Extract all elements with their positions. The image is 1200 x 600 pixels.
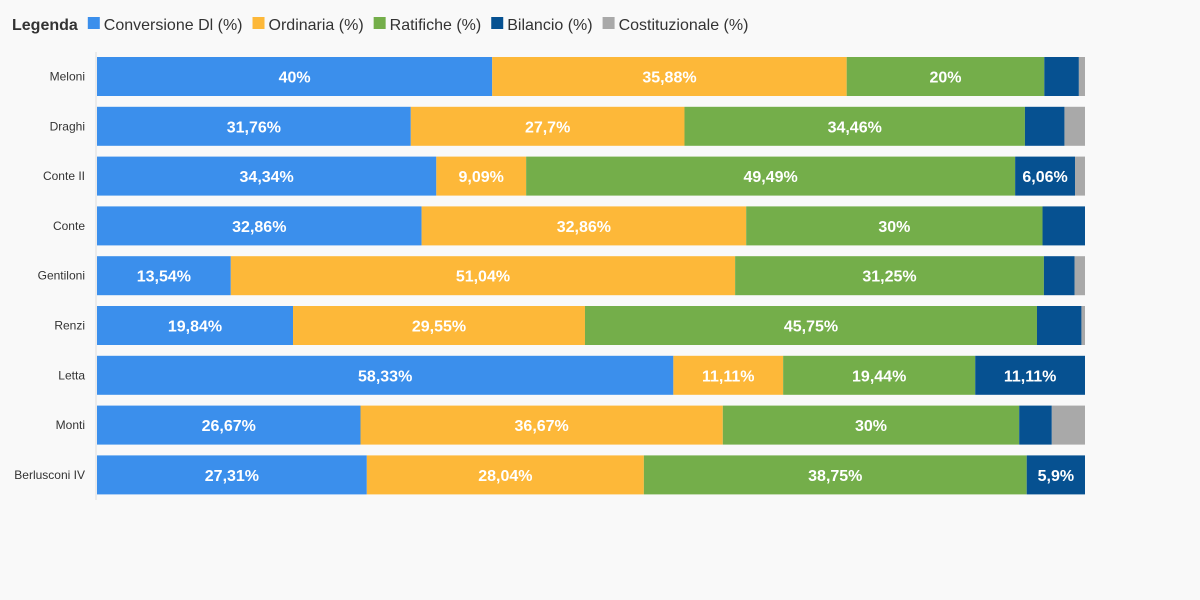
bar-segment-conversione-dl bbox=[97, 106, 411, 146]
data-label-ordinaria: 29,55% bbox=[412, 319, 466, 336]
data-label-conversione-dl: 32,86% bbox=[232, 219, 286, 236]
data-label-conversione-dl: 19,84% bbox=[168, 319, 222, 336]
legend-swatch-ratifiche bbox=[373, 17, 386, 29]
legend-label-bilancio: Bilancio (%) bbox=[507, 17, 592, 34]
bar-segment-costituzionale bbox=[1075, 156, 1085, 196]
category-label: Conte bbox=[53, 219, 85, 233]
data-label-ordinaria: 11,11% bbox=[702, 368, 755, 385]
data-label-bilancio: 5,9% bbox=[1038, 468, 1074, 485]
bar-segment-ratifiche bbox=[584, 306, 1037, 345]
category-label: Berlusconi IV bbox=[14, 468, 85, 482]
category-label: Gentiloni bbox=[38, 269, 85, 283]
bar-segment-bilancio bbox=[1042, 206, 1085, 246]
data-label-ordinaria: 27,7% bbox=[525, 119, 570, 136]
bar-segment-bilancio bbox=[1024, 106, 1065, 146]
bar-segment-conversione-dl bbox=[97, 57, 493, 96]
bar-segment-ordinaria bbox=[492, 57, 847, 96]
data-label-conversione-dl: 27,31% bbox=[205, 468, 259, 485]
bar-segment-ratifiche bbox=[735, 256, 1044, 296]
data-label-ordinaria: 51,04% bbox=[456, 269, 510, 286]
bar-segment-conversione-dl bbox=[97, 206, 422, 246]
bar-segment-bilancio bbox=[975, 355, 1085, 395]
bar-segment-ordinaria bbox=[673, 355, 784, 395]
data-label-conversione-dl: 26,67% bbox=[202, 418, 256, 435]
category-label: Meloni bbox=[50, 70, 85, 84]
data-label-ordinaria: 36,67% bbox=[515, 418, 569, 435]
bar-segment-ordinaria bbox=[293, 306, 585, 345]
legend-label-conversione-dl: Conversione Dl (%) bbox=[104, 17, 243, 34]
data-label-ordinaria: 28,04% bbox=[478, 468, 532, 485]
bar-segment-ratifiche bbox=[722, 405, 1020, 445]
category-label: Conte II bbox=[43, 169, 85, 183]
bar-segment-conversione-dl bbox=[97, 306, 294, 345]
data-label-bilancio: 11,11% bbox=[1004, 368, 1057, 385]
bar-segment-conversione-dl bbox=[97, 405, 361, 445]
data-label-ordinaria: 35,88% bbox=[642, 70, 696, 87]
data-label-ratifiche: 34,46% bbox=[828, 119, 882, 136]
data-label-ratifiche: 45,75% bbox=[784, 319, 838, 336]
bar-segment-conversione-dl bbox=[97, 355, 674, 395]
category-label: Draghi bbox=[50, 119, 85, 133]
data-label-conversione-dl: 40% bbox=[279, 70, 311, 87]
legend-label-ratifiche: Ratifiche (%) bbox=[390, 17, 482, 34]
bar-segment-ratifiche bbox=[684, 106, 1025, 146]
bar-segment-ordinaria bbox=[366, 455, 644, 495]
bar-segment-costituzionale bbox=[1081, 306, 1085, 345]
bar-segment-bilancio bbox=[1036, 306, 1082, 345]
legend-swatch-bilancio bbox=[491, 17, 504, 29]
bar-segment-bilancio bbox=[1019, 405, 1052, 445]
data-label-ratifiche: 30% bbox=[855, 418, 887, 435]
bar-segment-bilancio bbox=[1044, 57, 1079, 96]
category-label: Letta bbox=[58, 368, 85, 382]
bar-segment-ratifiche bbox=[526, 156, 1016, 196]
bars: 40% 35,88% 20% 31,76% 27,7% 34,46% 34,34% 9,09%… bbox=[97, 57, 1085, 495]
legend-label-ordinaria: Ordinaria (%) bbox=[269, 17, 364, 34]
bar-segment-ratifiche bbox=[643, 455, 1027, 495]
legend: Legenda Conversione Dl (%) Ordinaria (%) R… bbox=[12, 17, 748, 34]
data-label-conversione-dl: 58,33% bbox=[358, 368, 412, 385]
bar-segment-ordinaria bbox=[436, 156, 527, 196]
data-label-ordinaria: 9,09% bbox=[459, 169, 504, 186]
category-label: Monti bbox=[56, 418, 85, 432]
data-label-conversione-dl: 34,34% bbox=[240, 169, 294, 186]
bar-segment-ordinaria bbox=[230, 256, 736, 296]
data-label-ratifiche: 38,75% bbox=[808, 468, 862, 485]
bar-segment-costituzionale bbox=[1051, 405, 1085, 445]
data-label-ordinaria: 32,86% bbox=[557, 219, 611, 236]
bar-segment-ordinaria bbox=[421, 206, 747, 246]
bar-segment-bilancio bbox=[1026, 455, 1085, 495]
bar-segment-conversione-dl bbox=[97, 156, 437, 196]
legend-label-costituzionale: Costituzionale (%) bbox=[619, 17, 749, 34]
bar-segment-bilancio bbox=[1043, 256, 1075, 296]
data-label-ratifiche: 30% bbox=[878, 219, 910, 236]
data-label-conversione-dl: 31,76% bbox=[227, 119, 281, 136]
data-label-ratifiche: 49,49% bbox=[744, 169, 798, 186]
data-label-conversione-dl: 13,54% bbox=[137, 269, 191, 286]
bar-segment-conversione-dl bbox=[97, 455, 367, 495]
data-label-ratifiche: 19,44% bbox=[852, 368, 906, 385]
category-labels: Meloni Draghi Conte II Conte Gentiloni Renzi L… bbox=[14, 70, 85, 482]
bar-segment-ordinaria bbox=[410, 106, 685, 146]
legend-title: Legenda bbox=[12, 17, 78, 34]
legend-swatch-ordinaria bbox=[252, 17, 265, 29]
bar-segment-conversione-dl bbox=[97, 256, 231, 296]
data-label-ratifiche: 20% bbox=[929, 70, 961, 87]
data-label-ratifiche: 31,25% bbox=[862, 269, 916, 286]
bar-segment-bilancio bbox=[1015, 156, 1076, 196]
bar-segment-costituzionale bbox=[1074, 256, 1085, 296]
legend-swatch-costituzionale bbox=[602, 17, 615, 29]
bar-segment-ratifiche bbox=[846, 57, 1045, 96]
bar-segment-costituzionale bbox=[1078, 57, 1085, 96]
bar-segment-costituzionale bbox=[1064, 106, 1085, 146]
bar-segment-ratifiche bbox=[783, 355, 976, 395]
legend-swatch-conversione-dl bbox=[87, 17, 100, 29]
bar-segment-ratifiche bbox=[746, 206, 1043, 246]
category-label: Renzi bbox=[54, 319, 85, 333]
bar-segment-ordinaria bbox=[360, 405, 723, 445]
data-label-bilancio: 6,06% bbox=[1022, 169, 1067, 186]
